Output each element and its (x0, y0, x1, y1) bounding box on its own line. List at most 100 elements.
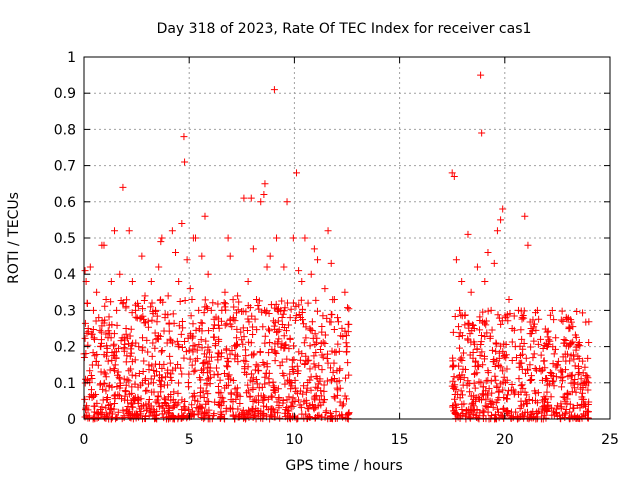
data-point (529, 414, 537, 422)
data-point (234, 292, 242, 300)
data-point (124, 340, 132, 348)
data-point (312, 392, 320, 400)
data-point (205, 398, 213, 406)
data-point (186, 410, 194, 418)
data-point (283, 198, 291, 206)
data-point (558, 307, 566, 315)
data-point (223, 320, 231, 328)
data-point (329, 368, 337, 376)
data-point (89, 349, 97, 357)
data-point (166, 359, 174, 367)
data-point (249, 323, 257, 331)
data-point (583, 378, 591, 386)
data-point (300, 382, 308, 390)
data-point (475, 395, 483, 403)
data-point (499, 347, 507, 355)
data-point (282, 406, 290, 414)
data-point (204, 304, 212, 312)
data-point (180, 354, 188, 362)
y-tick-label: 0.5 (54, 231, 76, 247)
data-point (584, 386, 592, 394)
data-point (458, 354, 466, 362)
data-point (145, 395, 153, 403)
data-point (336, 412, 344, 420)
data-point (301, 234, 309, 242)
y-tick-label: 0.2 (54, 340, 76, 356)
data-point (105, 402, 113, 410)
data-point (553, 402, 561, 410)
data-point (510, 312, 518, 320)
data-point (470, 370, 478, 378)
data-point (579, 357, 587, 365)
data-point (209, 325, 217, 333)
data-point (164, 408, 172, 416)
data-point (128, 400, 136, 408)
data-point (281, 380, 289, 388)
data-point (466, 351, 474, 359)
data-point (456, 306, 464, 314)
data-point (153, 407, 161, 415)
data-point (212, 340, 220, 348)
data-point (522, 369, 530, 377)
data-point (488, 326, 496, 334)
data-point (237, 328, 245, 336)
data-point (221, 288, 229, 296)
data-point (247, 370, 255, 378)
data-point (297, 387, 305, 395)
data-point (250, 350, 258, 358)
data-point (519, 311, 527, 319)
data-point (481, 402, 489, 410)
data-point (115, 373, 123, 381)
data-point (247, 194, 255, 202)
data-point (286, 314, 294, 322)
data-point (128, 341, 136, 349)
data-point (328, 347, 336, 355)
data-point (289, 412, 297, 420)
data-point (517, 397, 525, 405)
data-point (297, 314, 305, 322)
data-point (522, 354, 530, 362)
data-point (344, 359, 352, 367)
data-point (96, 326, 104, 334)
data-point (195, 306, 203, 314)
data-point (280, 323, 288, 331)
data-point (546, 311, 554, 319)
data-point (495, 314, 503, 322)
data-point (195, 341, 203, 349)
data-point (528, 410, 536, 418)
data-point (215, 388, 223, 396)
data-point (114, 391, 122, 399)
data-point (251, 315, 259, 323)
data-point (499, 367, 507, 375)
data-point (181, 297, 189, 305)
data-point (481, 332, 489, 340)
data-point (578, 414, 586, 422)
data-point (492, 399, 500, 407)
data-point (310, 360, 318, 368)
data-point (570, 404, 578, 412)
data-point (291, 376, 299, 384)
data-point (122, 325, 130, 332)
data-point (275, 394, 283, 402)
data-point (104, 334, 112, 342)
data-point (469, 321, 477, 329)
data-point (484, 307, 492, 315)
data-point (267, 392, 275, 400)
data-point (274, 317, 282, 325)
data-point (253, 296, 261, 304)
data-point (321, 285, 329, 293)
data-point (196, 374, 204, 382)
data-point (127, 349, 135, 357)
data-point (330, 296, 338, 304)
data-point (336, 398, 344, 406)
data-point (537, 351, 545, 359)
data-point (477, 338, 485, 346)
data-point (205, 375, 213, 383)
data-point (84, 325, 92, 332)
data-point (495, 362, 503, 370)
data-point (219, 394, 227, 402)
data-point (519, 384, 527, 392)
data-point (300, 398, 308, 406)
data-point (166, 352, 174, 360)
data-point (92, 391, 100, 399)
